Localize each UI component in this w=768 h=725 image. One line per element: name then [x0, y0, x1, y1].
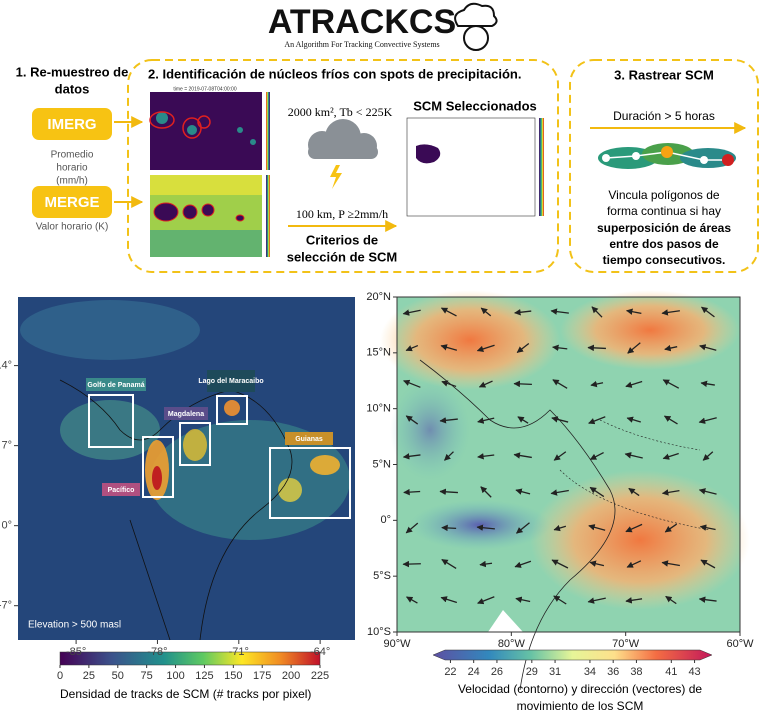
- step1-title: datos: [55, 81, 90, 96]
- imerg-desc: Promedio: [51, 150, 94, 161]
- colorbar-tick-label: 100: [166, 670, 184, 682]
- merge-label: MERGE: [44, 194, 99, 211]
- y-tick-label: 15°N: [366, 347, 391, 359]
- duration: Duración > 5 horas: [613, 109, 715, 123]
- step3-bold: superposición de áreas: [597, 221, 731, 235]
- step3-text: Vincula polígonos de: [608, 188, 720, 202]
- selected-thumb: [407, 118, 535, 216]
- selected-title: SCM Seleccionados: [413, 98, 537, 113]
- colorbar-tick-label: 26: [491, 666, 503, 678]
- colorbar-tick-label: 175: [253, 670, 271, 682]
- x-tick-label: -78°: [147, 646, 167, 658]
- y-tick-label: 7°: [1, 440, 12, 452]
- colorbar-tick-label: 31: [549, 666, 561, 678]
- y-tick-label: 10°S: [367, 626, 391, 638]
- left-map: [18, 297, 355, 640]
- elevation-note: Elevation > 500 masl: [28, 620, 121, 631]
- x-tick-label: -85°: [66, 646, 86, 658]
- step3-text: forma continua si hay: [607, 204, 721, 218]
- criteria-bottom: 100 km, P ≥2mm/h: [296, 207, 388, 221]
- step2-title: 2. Identificación de núcleos fríos con s…: [148, 66, 521, 81]
- criteria-top: 2000 km², Tb < 225K: [288, 105, 393, 119]
- thumb-colorbar: [266, 175, 270, 257]
- step1-title: 1. Re-muestreo de: [16, 64, 129, 79]
- colorbar-tick-label: 200: [282, 670, 300, 682]
- colorbar-tick-label: 22: [444, 666, 456, 678]
- y-tick-label: 14°: [0, 360, 12, 372]
- x-tick-label: 70°W: [612, 638, 640, 650]
- region-label: Guianas: [295, 436, 323, 443]
- colorbar-tick-label: 34: [584, 666, 596, 678]
- merge-desc: Valor horario (K): [36, 222, 109, 233]
- step3-title: 3. Rastrear SCM: [614, 67, 714, 82]
- step3-bold: tiempo consecutivos.: [603, 253, 726, 267]
- colorbar-tick-label: 24: [468, 666, 480, 678]
- thumb-colorbar: [539, 118, 544, 216]
- x-tick-label: -71°: [229, 646, 249, 658]
- criteria-title: Criterios de: [306, 232, 378, 247]
- colorbar-tick-label: 75: [141, 670, 153, 682]
- colorbar-tick-label: 43: [688, 666, 700, 678]
- colorbar-tick-label: 150: [224, 670, 242, 682]
- y-tick-label: 20°N: [366, 291, 391, 303]
- right-colorbar: [433, 650, 712, 660]
- title: ATRACKCS: [268, 3, 456, 41]
- vector: [442, 528, 456, 529]
- x-tick-label: -64°: [310, 646, 330, 658]
- y-tick-label: 10°N: [366, 403, 391, 415]
- y-tick-label: 5°S: [373, 570, 391, 582]
- region-label: Golfo de Panamá: [87, 382, 144, 389]
- colorbar-tick-label: 29: [526, 666, 538, 678]
- right-caption: movimiento de los SCM: [517, 699, 644, 713]
- region-label: Pacífico: [108, 487, 135, 494]
- y-tick-label: -7°: [0, 600, 12, 612]
- thumb-time: time = 2019-07-08T04:00:00: [173, 86, 236, 92]
- colorbar-tick-label: 41: [665, 666, 677, 678]
- criteria-title: selección de SCM: [287, 249, 398, 264]
- x-tick-label: 90°W: [383, 638, 411, 650]
- y-tick-label: 5°N: [373, 458, 392, 470]
- region-label: Magdalena: [168, 411, 204, 418]
- colorbar-tick-label: 125: [195, 670, 213, 682]
- subtitle: An Algorithm For Tracking Convective Sys…: [284, 40, 439, 49]
- x-tick-label: 60°W: [726, 638, 754, 650]
- region-label: Lago del Maracaibo: [198, 378, 263, 385]
- colorbar-tick-label: 0: [57, 670, 63, 682]
- left-colorbar: [60, 652, 320, 665]
- right-map: [380, 290, 750, 690]
- vector: [588, 348, 606, 349]
- thumb-colorbar: [266, 92, 270, 170]
- colorbar-tick-label: 36: [607, 666, 619, 678]
- step3-bold: entre dos pasos de: [609, 237, 719, 251]
- track-illustration: [598, 143, 736, 169]
- imerg-desc: horario: [56, 163, 88, 174]
- left-caption: Densidad de tracks de SCM (# tracks por …: [60, 687, 311, 701]
- y-tick-label: 0°: [1, 520, 12, 532]
- y-tick-label: 0°: [380, 514, 391, 526]
- imerg-thumb: [150, 92, 262, 170]
- vector: [514, 384, 532, 385]
- colorbar-tick-label: 25: [83, 670, 95, 682]
- colorbar-tick-label: 225: [311, 670, 329, 682]
- imerg-desc: (mm/h): [56, 176, 88, 187]
- right-caption: Velocidad (contorno) y dirección (vector…: [458, 682, 702, 696]
- logo-icon: [455, 4, 496, 50]
- colorbar-tick-label: 50: [112, 670, 124, 682]
- colorbar-tick-label: 38: [630, 666, 642, 678]
- x-tick-label: 80°W: [498, 638, 526, 650]
- imerg-label: IMERG: [47, 116, 96, 133]
- cloud-icon: [308, 119, 378, 189]
